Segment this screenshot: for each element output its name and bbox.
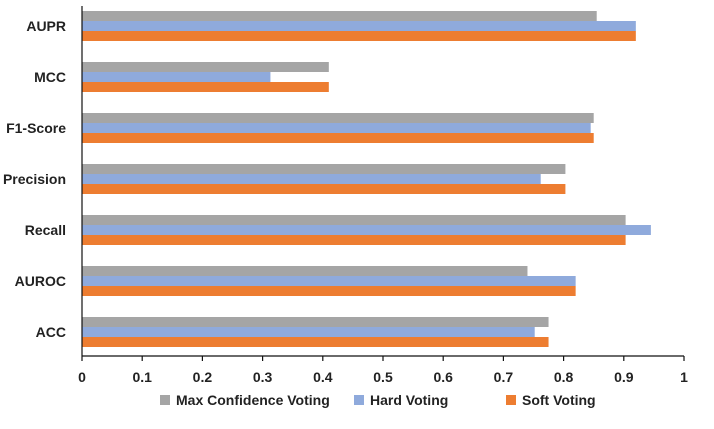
x-tick-label-1: 0.1 bbox=[132, 369, 152, 385]
legend-swatch-soft-voting bbox=[506, 395, 516, 405]
x-tick-label-6: 0.6 bbox=[433, 369, 453, 385]
x-tick-label-9: 0.9 bbox=[614, 369, 634, 385]
bar-precision-soft-voting bbox=[82, 184, 566, 194]
bar-acc-hard-voting bbox=[82, 327, 535, 337]
legend-label-max-confidence-voting: Max Confidence Voting bbox=[176, 392, 330, 408]
bars-group bbox=[82, 11, 651, 347]
bar-auroc-hard-voting bbox=[82, 276, 576, 286]
x-tick-label-0: 0 bbox=[78, 369, 86, 385]
legend-label-hard-voting: Hard Voting bbox=[370, 392, 448, 408]
bar-auroc-max-confidence-voting bbox=[82, 266, 528, 276]
bar-aupr-soft-voting bbox=[82, 31, 636, 41]
bar-precision-max-confidence-voting bbox=[82, 164, 566, 174]
bar-auroc-soft-voting bbox=[82, 286, 576, 296]
category-label-mcc: MCC bbox=[34, 69, 66, 85]
legend-swatch-max-confidence-voting bbox=[160, 395, 170, 405]
legend: Max Confidence Voting Hard Voting Soft Vot… bbox=[160, 392, 596, 408]
x-tick-label-3: 0.3 bbox=[253, 369, 273, 385]
category-label-acc: ACC bbox=[36, 324, 66, 340]
category-label-auroc: AUROC bbox=[15, 273, 66, 289]
category-label-f1-score: F1-Score bbox=[6, 120, 66, 136]
bar-acc-soft-voting bbox=[82, 337, 549, 347]
bar-recall-max-confidence-voting bbox=[82, 215, 626, 225]
x-tick-label-5: 0.5 bbox=[373, 369, 393, 385]
bar-mcc-hard-voting bbox=[82, 72, 271, 82]
bar-acc-max-confidence-voting bbox=[82, 317, 549, 327]
legend-label-soft-voting: Soft Voting bbox=[522, 392, 596, 408]
x-tick-label-2: 0.2 bbox=[193, 369, 213, 385]
x-tick-label-8: 0.8 bbox=[554, 369, 574, 385]
category-label-aupr: AUPR bbox=[26, 18, 66, 34]
legend-swatch-hard-voting bbox=[354, 395, 364, 405]
x-tick-label-10: 1 bbox=[680, 369, 688, 385]
bar-mcc-max-confidence-voting bbox=[82, 62, 329, 72]
category-label-recall: Recall bbox=[25, 222, 66, 238]
bar-f1-score-max-confidence-voting bbox=[82, 113, 594, 123]
bar-recall-hard-voting bbox=[82, 225, 651, 235]
bar-aupr-max-confidence-voting bbox=[82, 11, 597, 21]
bar-recall-soft-voting bbox=[82, 235, 626, 245]
category-label-precision: Precision bbox=[3, 171, 66, 187]
category-labels: AUPR MCC F1-Score Precision Recall AUROC ACC bbox=[3, 18, 66, 340]
x-tick-label-4: 0.4 bbox=[313, 369, 333, 385]
bar-precision-hard-voting bbox=[82, 174, 541, 184]
bar-f1-score-hard-voting bbox=[82, 123, 591, 133]
bar-aupr-hard-voting bbox=[82, 21, 636, 31]
bar-f1-score-soft-voting bbox=[82, 133, 594, 143]
bar-mcc-soft-voting bbox=[82, 82, 329, 92]
x-tick-label-7: 0.7 bbox=[494, 369, 514, 385]
x-tick-group: 0 0.1 0.2 0.3 0.4 0.5 0.6 0.7 0.8 0.9 1 bbox=[78, 356, 688, 385]
